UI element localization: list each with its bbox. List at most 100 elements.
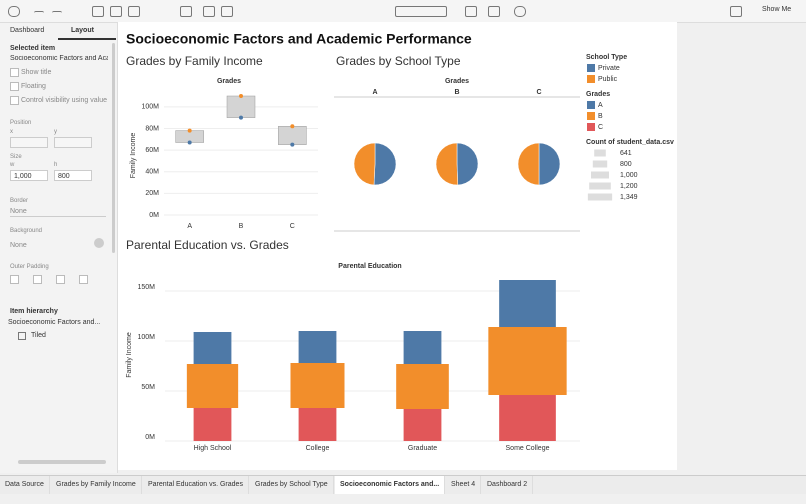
new-sheet[interactable]	[180, 6, 192, 17]
y-axis-title: Family Income	[126, 332, 133, 378]
checkbox[interactable]	[10, 82, 19, 91]
show-me-icon[interactable]	[730, 6, 742, 17]
outer-padding-label: Outer Padding	[10, 264, 49, 270]
tiled[interactable]: Tiled	[31, 332, 46, 339]
y-tick-label: 100M	[137, 334, 155, 341]
size-swatch	[592, 160, 608, 168]
padding-icon[interactable]	[33, 275, 42, 284]
bar-segment	[396, 364, 449, 409]
background-label: Background	[10, 228, 43, 234]
checkbox-label: Show title	[21, 69, 52, 76]
share[interactable]	[514, 6, 526, 17]
scrollbar[interactable]	[18, 460, 106, 464]
dot	[290, 124, 295, 129]
sidebar: Dashboard Layout Selected item Socioecon…	[0, 23, 118, 473]
x-tick-label: B	[239, 223, 244, 230]
hierarchy-item[interactable]: Socioeconomic Factors and...	[8, 319, 101, 326]
dot	[290, 142, 295, 147]
scrollbar[interactable]	[112, 43, 115, 253]
legend-label: Public	[598, 76, 618, 83]
sheet-tab[interactable]: Socioeconomic Factors and...	[335, 476, 446, 494]
padding-icon[interactable]	[56, 275, 65, 284]
h-input[interactable]: 800	[54, 170, 92, 181]
redo[interactable]	[52, 11, 62, 21]
legend-label: 800	[620, 161, 632, 168]
legend-swatch	[587, 112, 595, 120]
checkbox-label: Floating	[21, 83, 46, 90]
bar-segment	[298, 408, 337, 441]
x-tick-label: High School	[194, 445, 232, 452]
bar-segment	[403, 409, 442, 441]
pie-slice	[538, 142, 561, 186]
x-label: x	[10, 129, 13, 135]
x-tick-label: A	[187, 223, 192, 230]
color-swatch[interactable]	[94, 238, 104, 248]
position-label: Position	[10, 120, 32, 126]
tab-layout[interactable]: Layout	[71, 27, 94, 34]
border-value[interactable]: None	[10, 208, 27, 215]
chart-title: Grades by School Type	[336, 54, 461, 68]
x-tick-label: College	[306, 445, 330, 452]
w-input[interactable]: 1,000	[10, 170, 48, 181]
legend-label: 641	[620, 150, 632, 157]
bar-segment	[186, 364, 239, 408]
panel-header: Grades	[217, 78, 241, 85]
bar-segment	[499, 280, 556, 327]
duplicate[interactable]	[203, 6, 215, 17]
clear[interactable]	[221, 6, 233, 17]
y-input[interactable]	[54, 137, 92, 148]
legend-label: Private	[598, 65, 620, 72]
y-label: y	[54, 129, 57, 135]
size-label: Size	[10, 154, 22, 160]
pie-slice	[517, 142, 540, 186]
save[interactable]	[92, 6, 104, 17]
presentation[interactable]	[488, 6, 500, 17]
sheet-tab[interactable]: Dashboard 2	[482, 476, 534, 494]
bar-segment	[488, 327, 567, 395]
w-label: w	[10, 162, 15, 168]
tab-underline	[58, 38, 116, 40]
y-tick-label: 20M	[145, 190, 159, 197]
dot	[239, 115, 243, 120]
view-cards[interactable]	[465, 6, 477, 17]
sheet-tab[interactable]: Sheet 4	[446, 476, 482, 494]
x-input[interactable]	[10, 137, 48, 148]
background-value[interactable]: None	[10, 242, 27, 249]
logo-icon[interactable]	[8, 6, 20, 17]
y-tick-label: 100M	[141, 104, 159, 111]
selected-item: Socioeconomic Factors and Aca	[10, 55, 108, 62]
fit-dropdown[interactable]	[395, 6, 447, 17]
panel-header: Grades	[445, 78, 469, 85]
sheet-tab[interactable]: Grades by Family Income	[51, 476, 142, 494]
size-swatch	[594, 149, 606, 157]
legend-label: 1,349	[620, 194, 638, 201]
legend-swatch	[587, 64, 595, 72]
pie-slice	[456, 142, 479, 186]
item-hierarchy-label: Item hierarchy	[10, 308, 58, 315]
sheet-tab[interactable]: Parental Education vs. Grades	[143, 476, 249, 494]
bar-segment	[403, 331, 442, 364]
undo[interactable]	[34, 11, 44, 21]
checkbox[interactable]	[10, 68, 19, 77]
checkbox[interactable]	[10, 96, 19, 105]
legend-label: 1,200	[620, 183, 638, 190]
size-swatch	[587, 193, 613, 201]
range-box	[278, 126, 307, 145]
sheet-tab[interactable]: Grades by School Type	[250, 476, 334, 494]
pause[interactable]	[128, 6, 140, 17]
sheet-tab[interactable]: Data Source	[0, 476, 50, 494]
bar-segment	[193, 332, 232, 364]
show-me[interactable]: Show Me	[762, 6, 792, 13]
bar-segment	[290, 363, 345, 408]
y-tick-label: 80M	[145, 125, 159, 132]
chart-title: Parental Education vs. Grades	[126, 238, 289, 252]
padding-icon[interactable]	[79, 275, 88, 284]
y-tick-label: 0M	[145, 434, 155, 441]
x-tick-label: Graduate	[408, 445, 437, 452]
new-source[interactable]	[110, 6, 122, 17]
padding-icon[interactable]	[10, 275, 19, 284]
tab-dashboard[interactable]: Dashboard	[10, 27, 45, 34]
pie-slice	[373, 142, 397, 186]
chart-title: Grades by Family Income	[126, 54, 263, 68]
